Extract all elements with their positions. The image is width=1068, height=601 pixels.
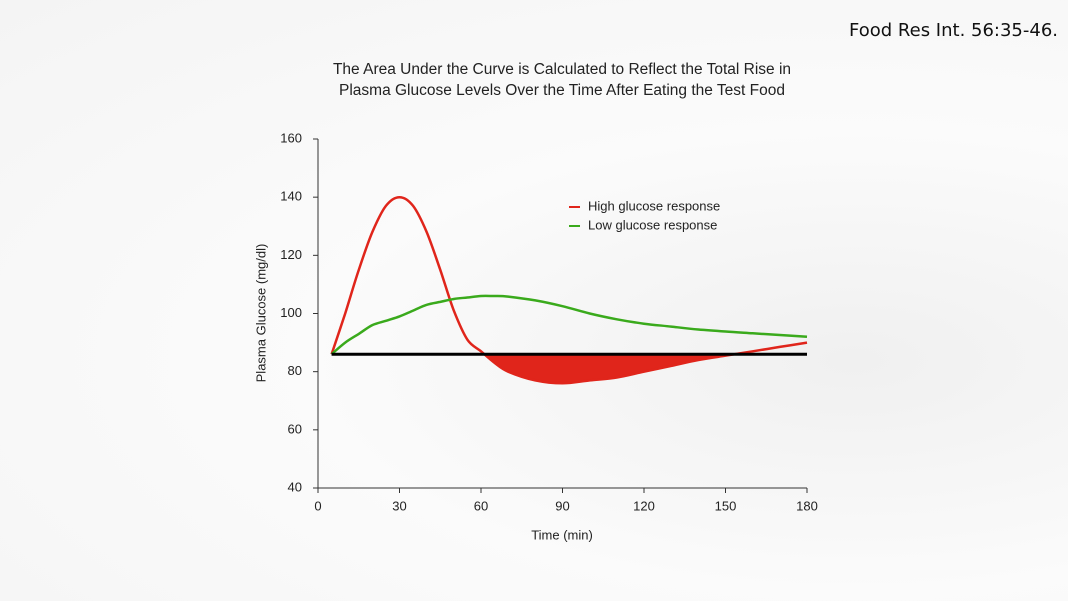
x-tick-label: 90	[555, 498, 569, 513]
x-tick-label: 120	[633, 498, 655, 513]
x-tick-label: 0	[314, 498, 321, 513]
x-tick-label: 30	[392, 498, 406, 513]
y-tick-label: 120	[280, 247, 302, 262]
y-tick-label: 140	[280, 189, 302, 204]
area-below-baseline	[484, 354, 735, 384]
legend-label: Low glucose response	[588, 217, 717, 232]
x-axis-label: Time (min)	[531, 527, 593, 542]
chart-title: The Area Under the Curve is Calculated t…	[332, 61, 792, 99]
y-tick-label: 160	[280, 130, 302, 145]
y-tick-label: 60	[288, 421, 302, 436]
y-axis-label: Plasma Glucose (mg/dl)	[253, 244, 268, 383]
source: Food Res Int. 56:35-46.	[849, 20, 1058, 41]
legend-label: High glucose response	[588, 198, 720, 213]
series-line	[330, 195, 808, 385]
x-tick-label: 60	[474, 498, 488, 513]
y-tick-label: 80	[288, 363, 302, 378]
y-tick-label: 40	[288, 479, 302, 494]
x-tick-label: 180	[796, 498, 818, 513]
y-tick-label: 100	[280, 305, 302, 320]
series-line	[330, 294, 808, 356]
x-tick-label: 150	[715, 498, 737, 513]
